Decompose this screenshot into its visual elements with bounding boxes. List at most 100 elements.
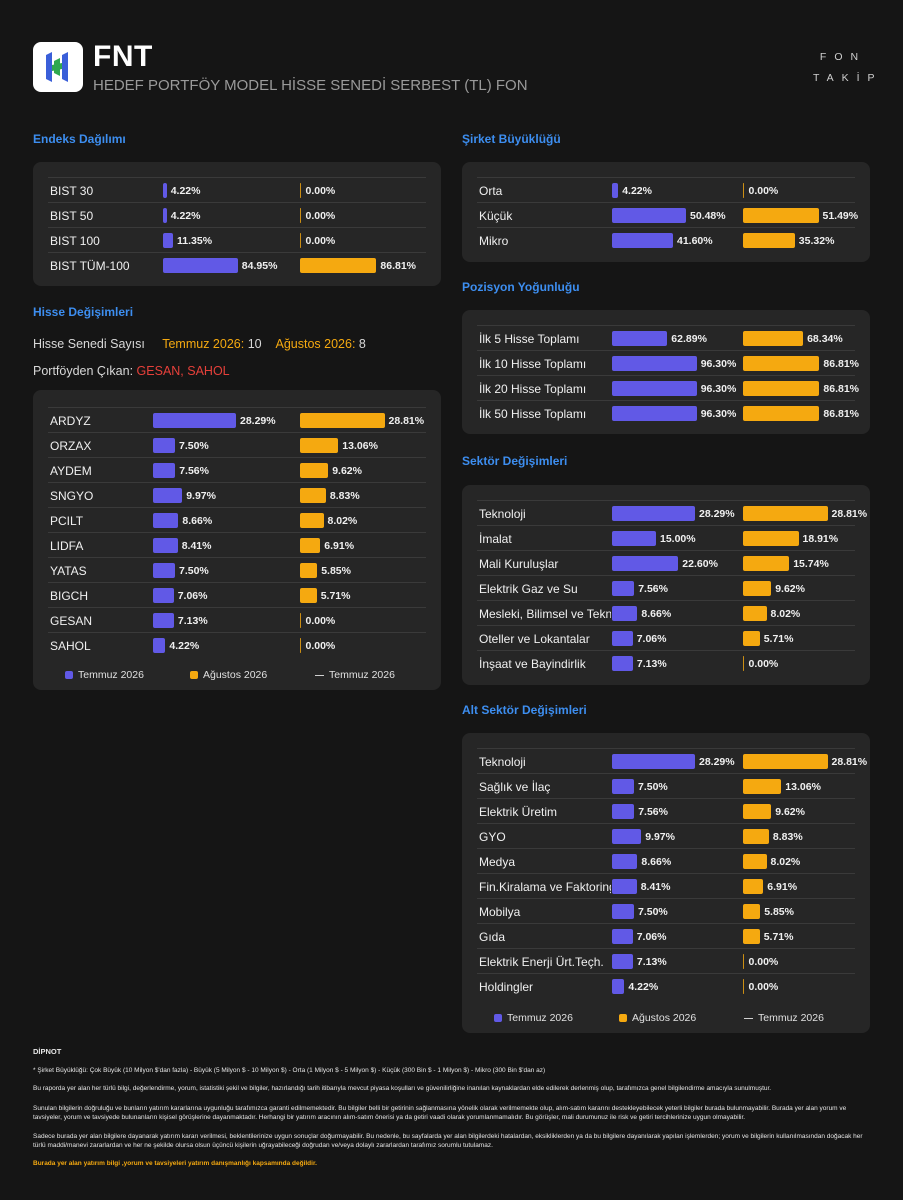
august-bar [743, 581, 772, 596]
august-bar [743, 829, 769, 844]
legend-line-swatch-2 [744, 1017, 753, 1019]
august-value-label: 8.83% [329, 490, 360, 502]
july-bar [612, 929, 633, 944]
july-value-label: 9.97% [645, 831, 675, 843]
july-value-label: 22.60% [682, 558, 718, 570]
category-label: Teknoloji [479, 755, 526, 769]
chart-row: İnşaat ve Bayindirlik 7.13% 0.00% [477, 650, 855, 675]
august-value-label: 28.81% [831, 508, 868, 520]
legend-july: Temmuz 2026 [65, 669, 144, 681]
chart-row: BIGCH 7.06% 5.71% [48, 582, 426, 607]
august-bar [300, 638, 301, 653]
chart-row: Mesleki, Bilimsel ve Teknik Faaliyetler 8… [477, 600, 855, 625]
july-value-label: 8.66% [641, 608, 672, 620]
july-value-label: 7.13% [636, 956, 667, 968]
category-label: Gıda [479, 930, 506, 944]
category-label: BIGCH [50, 589, 89, 603]
category-label: SNGYO [50, 489, 94, 503]
category-label: BIST 30 [50, 184, 94, 198]
august-value-label: 51.49% [822, 210, 859, 222]
category-label: Holdingler [479, 980, 534, 994]
august-value-label: 8.83% [772, 831, 803, 843]
july-count-label: Temmuz 2026: [162, 337, 245, 351]
july-bar [153, 463, 176, 478]
legend-july-label-2: Temmuz 2026 [507, 1012, 573, 1024]
panel-pozisyon: İlk 5 Hisse Toplamı 62.89% 68.34% İlk 10 Hi… [462, 310, 870, 434]
chart-row: ARDYZ 28.29% 28.81% [48, 407, 426, 432]
july-bar [153, 638, 166, 653]
august-bar [743, 979, 744, 994]
july-value-label: 96.30% [700, 383, 737, 395]
category-label: Elektrik Üretim [479, 805, 558, 819]
july-value-label: 4.22% [170, 210, 201, 222]
july-count-value: 10 [247, 337, 262, 351]
july-value-label: 8.66% [182, 515, 213, 527]
july-value-label: 15.00% [660, 533, 696, 545]
july-value-label: 7.56% [638, 583, 668, 595]
july-bar [612, 208, 686, 223]
july-bar [612, 506, 695, 521]
footnote-title: DİPNOT [33, 1047, 62, 1056]
july-value-label: 9.97% [186, 490, 216, 502]
july-value-label: 7.13% [636, 658, 667, 670]
category-label: Mali Kuruluşlar [479, 557, 559, 571]
chart-row: SAHOL 4.22% 0.00% [48, 632, 426, 657]
panel-sirket: Orta 4.22% 0.00% Küçük 50.48% 51.49% Mikro 41.6… [462, 162, 870, 262]
august-bar [743, 208, 819, 223]
july-value-label: 50.48% [690, 210, 726, 222]
july-value-label: 4.22% [628, 981, 659, 993]
category-label: BIST TÜM-100 [50, 259, 130, 273]
august-bar [743, 183, 744, 198]
removed-value: GESAN, SAHOL [136, 364, 230, 378]
category-label: İlk 20 Hisse Toplamı [479, 382, 587, 396]
august-value-label: 5.71% [320, 590, 351, 602]
category-label: Orta [479, 184, 503, 198]
august-value-label: 8.02% [770, 608, 801, 620]
august-bar [300, 258, 377, 273]
brand-line-2: TAKİP [813, 72, 883, 84]
footnote-p1: * Şirket Büyüklüğü: Çok Büyük (10 Milyon… [33, 1067, 546, 1074]
chart-row: Elektrik Gaz ve Su 7.56% 9.62% [477, 575, 855, 600]
header: FNT HEDEF PORTFÖY MODEL HİSSE SENEDİ SER… [33, 40, 883, 100]
category-label: GYO [479, 830, 506, 844]
july-value-label: 4.22% [170, 185, 201, 197]
july-value-label: 7.06% [177, 590, 208, 602]
august-bar [300, 233, 301, 248]
july-value-label: 7.06% [636, 931, 667, 943]
title-hisse: Hisse Değişimleri [33, 305, 134, 319]
august-value-label: 9.62% [332, 465, 362, 477]
chart-row: İlk 5 Hisse Toplamı 62.89% 68.34% [477, 325, 855, 350]
title-sektor: Sektör Değişimleri [462, 454, 568, 468]
august-value-label: 28.81% [388, 415, 425, 427]
category-label: İlk 10 Hisse Toplamı [479, 357, 587, 371]
july-bar [612, 979, 625, 994]
july-bar [153, 513, 179, 528]
panel-sektor: Teknoloji 28.29% 28.81% İmalat 15.00% 18.91% M… [462, 485, 870, 685]
august-bar [300, 513, 324, 528]
title-sirket: Şirket Büyüklüğü [462, 132, 561, 146]
july-bar [612, 879, 637, 894]
august-bar [743, 631, 760, 646]
chart-row: İmalat 15.00% 18.91% [477, 525, 855, 550]
panel-endeks: BIST 30 4.22% 0.00% BIST 50 4.22% 0.00% BIST 1… [33, 162, 441, 286]
july-value-label: 7.50% [179, 565, 209, 577]
july-value-label: 4.22% [169, 640, 200, 652]
fund-name: HEDEF PORTFÖY MODEL HİSSE SENEDİ SERBEST… [93, 77, 528, 94]
july-bar [612, 804, 635, 819]
legend-july-label: Temmuz 2026 [78, 669, 144, 681]
july-bar [153, 563, 175, 578]
category-label: PCILT [50, 514, 84, 528]
august-bar [743, 406, 820, 421]
category-label: LIDFA [50, 539, 84, 553]
july-bar [163, 183, 167, 198]
august-value-label: 13.06% [785, 781, 821, 793]
july-bar [612, 754, 695, 769]
august-bar [743, 506, 828, 521]
category-label: İlk 5 Hisse Toplamı [479, 332, 580, 346]
july-bar [612, 656, 633, 671]
august-value-label: 15.74% [793, 558, 829, 570]
footnote-p2: Bu raporda yer alan her türlü bilgi, değ… [33, 1085, 772, 1092]
chart-row: BIST TÜM-100 84.95% 86.81% [48, 252, 426, 277]
july-bar [153, 488, 183, 503]
legend-august-label-2: Ağustos 2026 [632, 1012, 697, 1024]
